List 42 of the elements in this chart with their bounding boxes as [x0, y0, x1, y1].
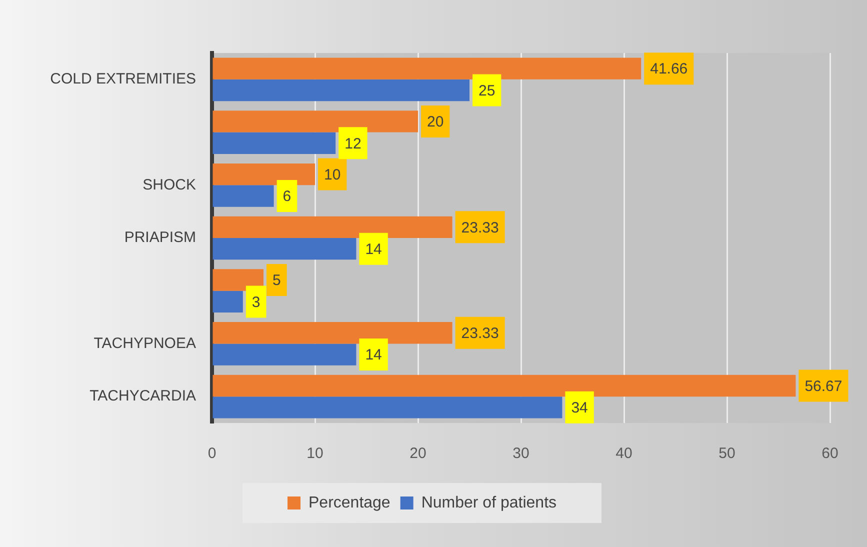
bar — [212, 79, 470, 102]
y-tick-label: PRIAPISM — [124, 229, 196, 246]
bar — [212, 163, 315, 186]
bar — [212, 58, 642, 80]
data-label: 14 — [365, 240, 382, 258]
data-label: 5 — [272, 272, 281, 290]
legend-label: Number of patients — [421, 494, 557, 512]
bar — [212, 290, 243, 313]
bar — [212, 238, 356, 260]
data-label: 25 — [478, 82, 496, 100]
data-label: 20 — [427, 114, 444, 131]
x-tick-label: 0 — [208, 445, 216, 462]
data-label: 23.33 — [461, 325, 499, 342]
data-label: 6 — [282, 188, 292, 206]
y-tick-label: COLD EXTREMITIES — [50, 70, 196, 88]
x-tick-label: 50 — [718, 445, 736, 462]
bar — [212, 322, 452, 344]
y-tick-label: TACHYCARDIA — [90, 388, 196, 405]
x-tick-label: 60 — [822, 445, 838, 462]
data-label: 10 — [324, 166, 341, 184]
bar — [212, 185, 274, 207]
y-tick-label: TACHYPNOEA — [94, 334, 196, 352]
bar — [212, 110, 418, 132]
x-tick-label: 20 — [410, 445, 426, 462]
y-tick-label: SHOCK — [142, 176, 196, 194]
bar — [212, 396, 562, 418]
data-label: 56.67 — [804, 378, 842, 395]
data-label: 41.66 — [650, 60, 688, 78]
x-tick-label: 10 — [306, 445, 324, 462]
data-label: 34 — [571, 400, 588, 417]
data-label: 23.33 — [461, 219, 499, 236]
x-tick-label: 30 — [512, 445, 530, 462]
bar — [212, 269, 264, 291]
data-label: 14 — [365, 346, 382, 364]
x-tick-label: 40 — [616, 445, 632, 462]
data-label: 3 — [252, 294, 260, 311]
bar — [212, 374, 796, 397]
bar — [212, 216, 452, 238]
bar — [212, 344, 356, 366]
legend-label: Percentage — [308, 494, 390, 512]
data-label: 12 — [344, 135, 362, 152]
bar — [212, 132, 336, 154]
